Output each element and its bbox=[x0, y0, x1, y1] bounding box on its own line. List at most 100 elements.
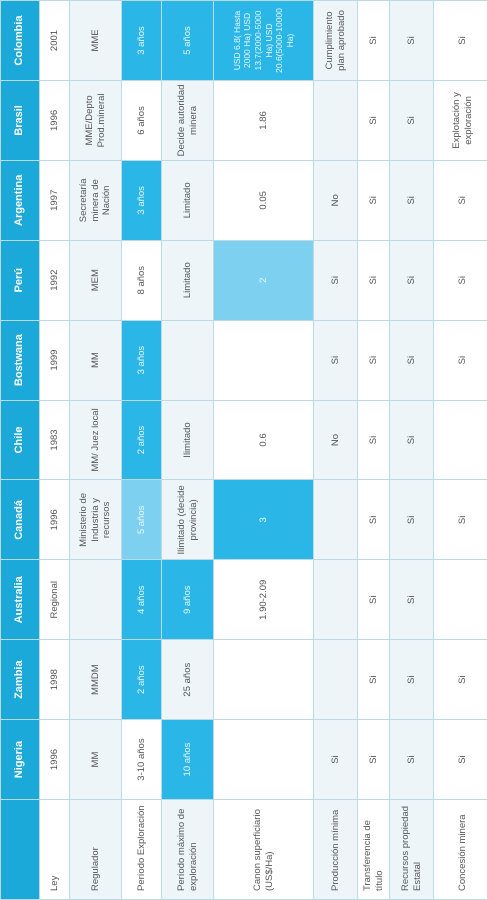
table-cell: Si bbox=[357, 719, 390, 800]
table-cell: Decide autoridad minera bbox=[161, 80, 214, 161]
row-label: Período Exploración bbox=[121, 799, 162, 900]
table-cell: 2001 bbox=[39, 0, 70, 81]
row-label: Concesión minera bbox=[433, 799, 487, 900]
table-cell: Si bbox=[389, 400, 434, 480]
header-colombia: Colombia bbox=[0, 0, 40, 81]
table-cell-highlighted: 3 años bbox=[121, 320, 162, 401]
table-cell: 8 años bbox=[121, 240, 162, 321]
table-cell: Si bbox=[389, 80, 434, 161]
table-cell: 0.6 bbox=[213, 400, 314, 480]
header-chile: Chile bbox=[0, 400, 40, 480]
header-corner bbox=[0, 799, 40, 900]
table-cell bbox=[313, 639, 358, 720]
table-cell-highlighted: 3 años bbox=[121, 0, 162, 81]
table-cell: No bbox=[313, 160, 358, 241]
table-cell: Si bbox=[433, 320, 487, 401]
table-cell: Ilimitado (decide provincia) bbox=[161, 479, 214, 560]
table-cell: 1998 bbox=[39, 639, 70, 720]
row-label: Regulador bbox=[69, 799, 122, 900]
table-cell: MEM bbox=[69, 240, 122, 321]
table-cell-highlighted: 10 años bbox=[161, 719, 214, 800]
header-zambia: Zambia bbox=[0, 639, 40, 720]
table-cell bbox=[213, 639, 314, 720]
table-cell: Si bbox=[389, 160, 434, 241]
table-cell bbox=[213, 320, 314, 401]
table-row-ley: Ley 1996 1998 Regional 1996 1983 1999 19… bbox=[39, 0, 70, 900]
table-cell: Si bbox=[389, 320, 434, 401]
table-cell: Secretaría minera de Nación bbox=[69, 160, 122, 241]
header-canada: Canadá bbox=[0, 479, 40, 560]
table-cell: Limitado bbox=[161, 240, 214, 321]
table-cell: MM bbox=[69, 320, 122, 401]
table-cell-highlighted: 2 bbox=[213, 240, 314, 321]
table-cell-highlighted: USD 6.8( Hasta 2000 Ha) USD 13.7(2000-50… bbox=[213, 0, 314, 81]
table-cell: Si bbox=[357, 320, 390, 401]
table-cell: Si bbox=[389, 639, 434, 720]
table-cell: 1992 bbox=[39, 240, 70, 321]
header-argentina: Argentina bbox=[0, 160, 40, 241]
table-cell: Si bbox=[313, 320, 358, 401]
table-cell: Explotación y exploración bbox=[433, 80, 487, 161]
table-cell: Si bbox=[389, 240, 434, 321]
table-cell-highlighted: 3 bbox=[213, 479, 314, 560]
table-cell: 1997 bbox=[39, 160, 70, 241]
table-cell bbox=[313, 479, 358, 560]
table-cell: 1.90-2.09 bbox=[213, 559, 314, 640]
header-nigeria: Nigeria bbox=[0, 719, 40, 800]
table-cell: Si bbox=[357, 80, 390, 161]
table-row-periodo-exploracion: Período Exploración 3-10 años 2 años 4 a… bbox=[121, 0, 162, 900]
table-cell bbox=[433, 400, 487, 480]
row-label: Período máximo de exploración bbox=[161, 799, 214, 900]
table-cell: 3-10 años bbox=[121, 719, 162, 800]
table-cell: Si bbox=[357, 400, 390, 480]
table-cell: Si bbox=[357, 639, 390, 720]
table-cell: Ilimitado bbox=[161, 400, 214, 480]
table-cell: Si bbox=[433, 639, 487, 720]
table-cell: Ministerio de Industria y recursos bbox=[69, 479, 122, 560]
header-brasil: Brasil bbox=[0, 80, 40, 161]
table-cell: Si bbox=[313, 719, 358, 800]
table-cell: Si bbox=[357, 479, 390, 560]
table-row-recursos-estatal: Recursos propiedad Estatal Si Si Si Si S… bbox=[389, 0, 434, 900]
row-label: Producción mínima bbox=[313, 799, 358, 900]
table-cell: MME bbox=[69, 0, 122, 81]
table-cell: Si bbox=[357, 240, 390, 321]
table-row-produccion-minima: Producción mínima Si No Si Si No Cumplim… bbox=[313, 0, 358, 900]
table-cell: MM/ Juez local bbox=[69, 400, 122, 480]
table-cell bbox=[213, 719, 314, 800]
table-cell: MM bbox=[69, 719, 122, 800]
table-cell: 1983 bbox=[39, 400, 70, 480]
table-cell: Si bbox=[389, 719, 434, 800]
row-label: Canon superficiario (US$/Ha) bbox=[213, 799, 314, 900]
table-cell: Si bbox=[357, 160, 390, 241]
table-cell: Si bbox=[357, 559, 390, 640]
table-cell: 1.86 bbox=[213, 80, 314, 161]
table-cell bbox=[313, 559, 358, 640]
row-label: Recursos propiedad Estatal bbox=[389, 799, 434, 900]
table-cell-highlighted: 3 años bbox=[121, 160, 162, 241]
table-row-canon-superficiario: Canon superficiario (US$/Ha) 1.90-2.09 3… bbox=[213, 0, 314, 900]
table-cell-highlighted: 2 años bbox=[121, 639, 162, 720]
table-cell: MMDM bbox=[69, 639, 122, 720]
table-cell bbox=[69, 559, 122, 640]
table-cell: Regional bbox=[39, 559, 70, 640]
row-label: Ley bbox=[39, 799, 70, 900]
table-cell: 1999 bbox=[39, 320, 70, 401]
table-cell-highlighted: 5 años bbox=[161, 0, 214, 81]
table-cell bbox=[313, 80, 358, 161]
table-cell bbox=[433, 559, 487, 640]
table-cell: 1996 bbox=[39, 719, 70, 800]
table-cell: Si bbox=[389, 479, 434, 560]
table-row-transferencia-titulo: Transferencia de título Si Si Si Si Si S… bbox=[357, 0, 390, 900]
table-cell: Si bbox=[313, 240, 358, 321]
header-australia: Australia bbox=[0, 559, 40, 640]
table-cell: 0.05 bbox=[213, 160, 314, 241]
table-row-regulador: Regulador MM MMDM Ministerio de Industri… bbox=[69, 0, 122, 900]
table-cell: Si bbox=[433, 719, 487, 800]
table-row-concesion-minera: Concesión minera Si Si Si Si Si Si Explo… bbox=[433, 0, 487, 900]
table-cell: 1996 bbox=[39, 80, 70, 161]
table-cell: Si bbox=[433, 479, 487, 560]
table-cell: 6 años bbox=[121, 80, 162, 161]
